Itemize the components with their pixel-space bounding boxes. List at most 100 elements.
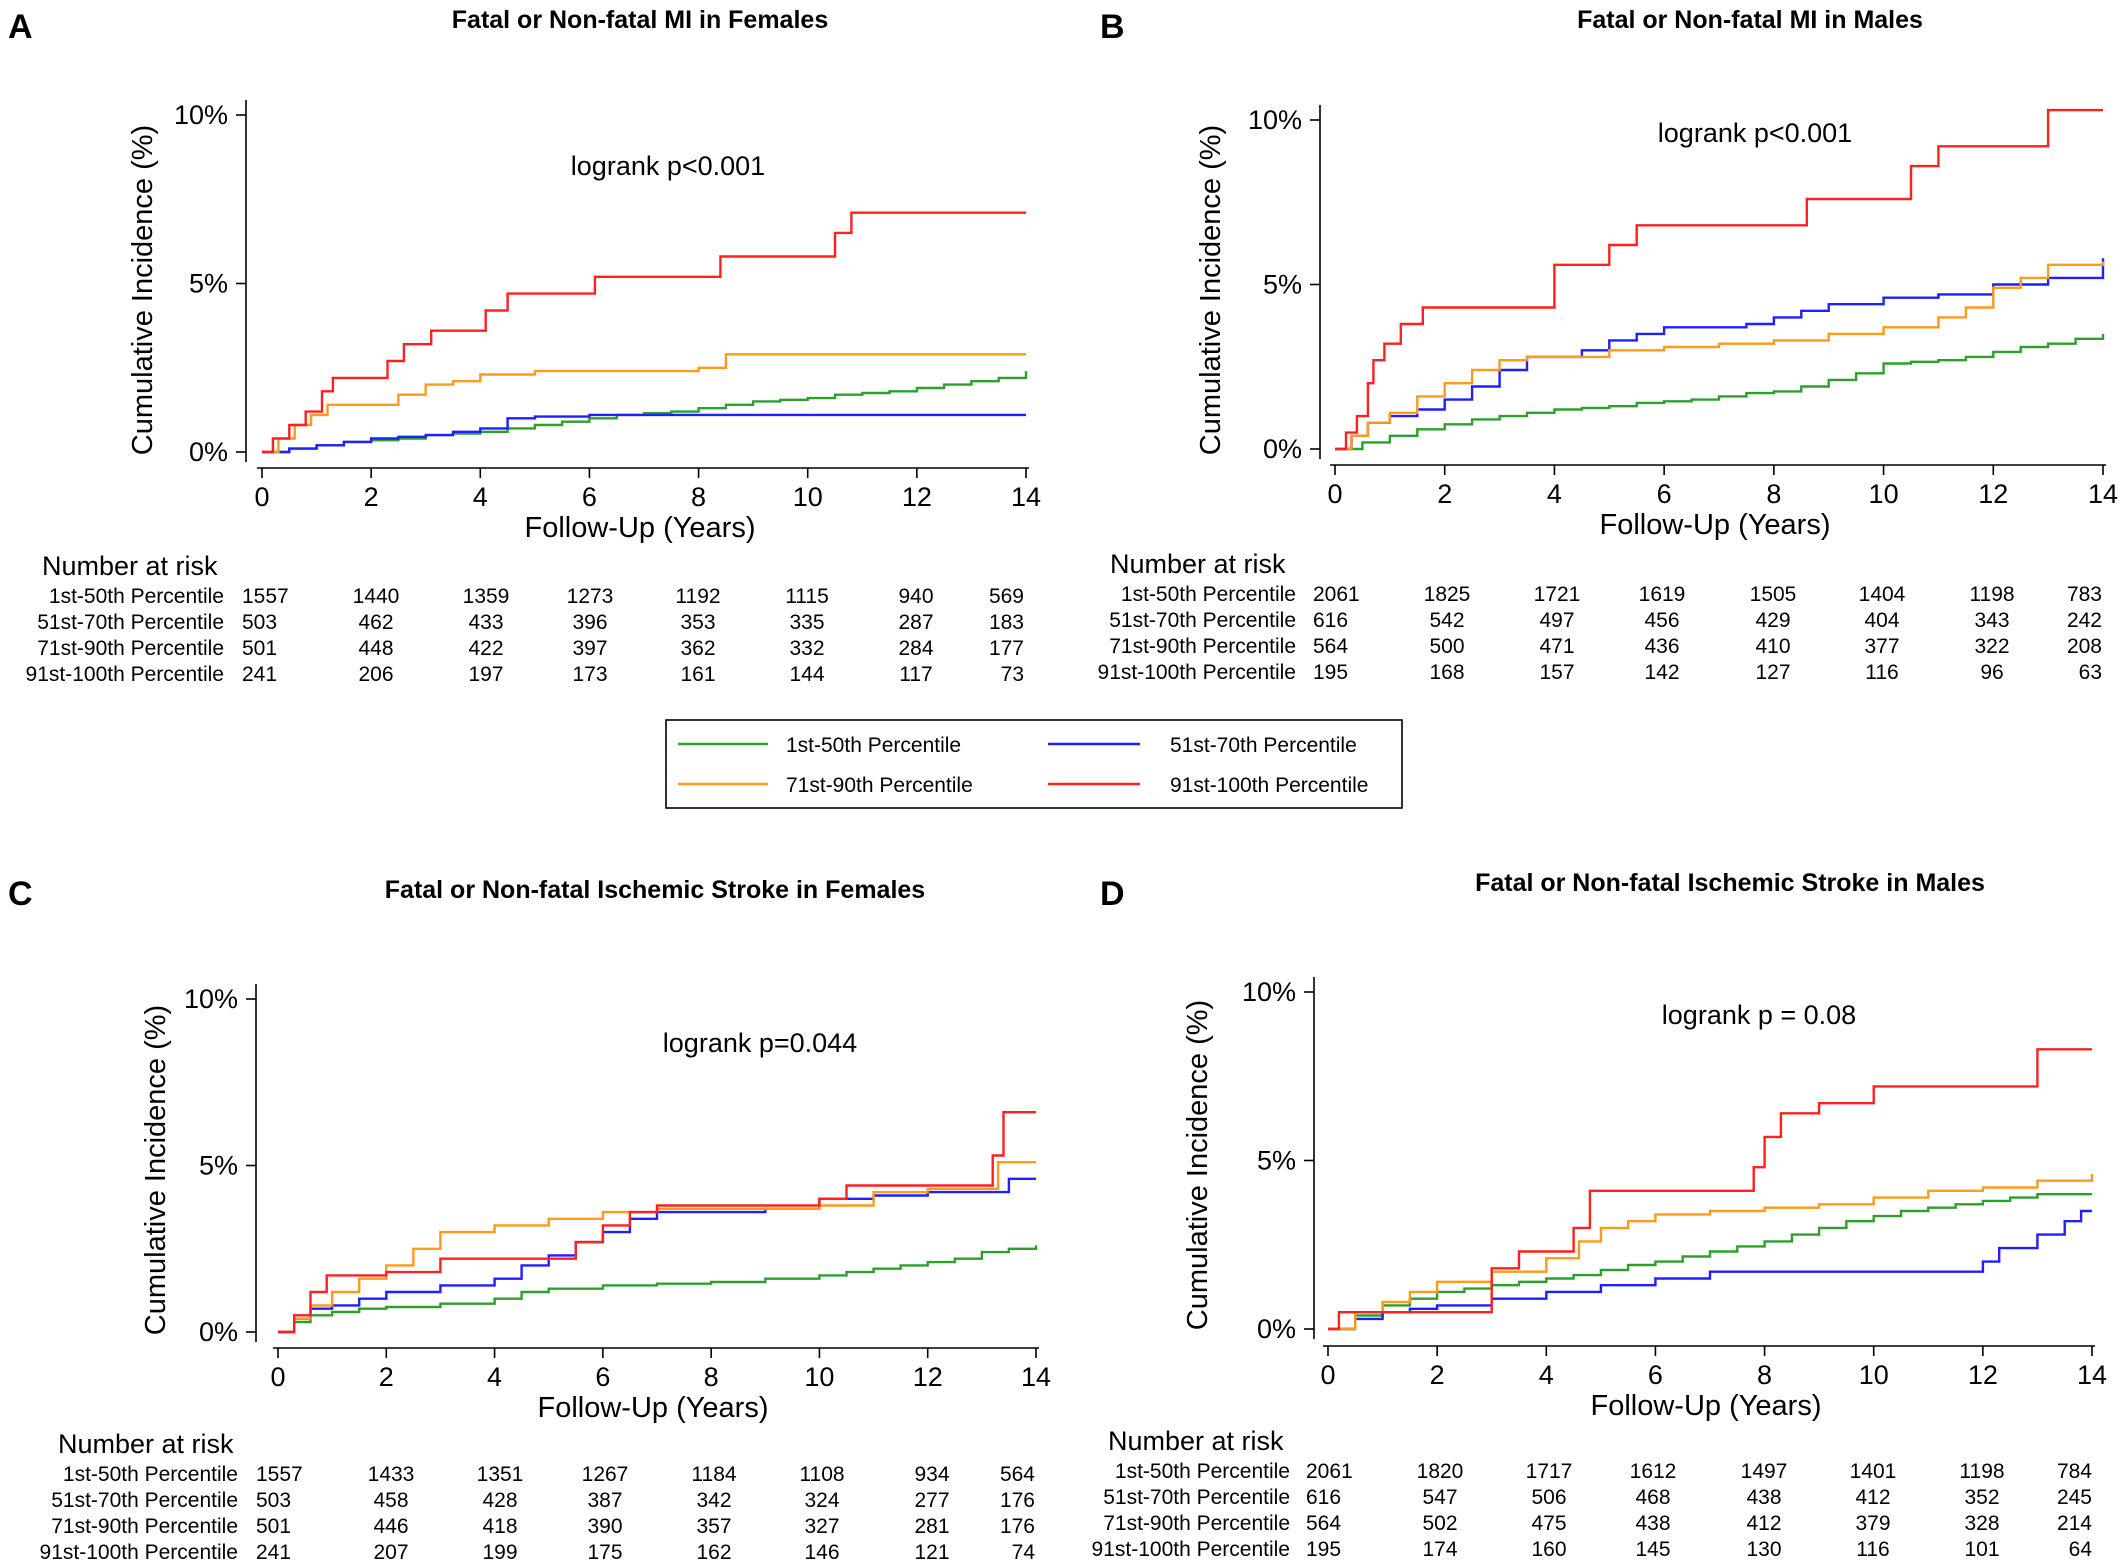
risk-value: 501 [242,637,277,660]
risk-value: 502 [1422,1512,1457,1535]
risk-value: 176 [1000,1489,1035,1512]
risk-value: 458 [373,1489,408,1512]
risk-value: 342 [696,1489,731,1512]
risk-value: 241 [256,1541,291,1564]
risk-value: 396 [572,611,607,634]
risk-value: 195 [1313,661,1348,684]
risk-row-label: 1st-50th Percentile [1121,583,1296,606]
logrank-annotation: logrank p<0.001 [571,151,765,181]
risk-row-label: 1st-50th Percentile [1115,1460,1290,1483]
risk-value: 1825 [1424,583,1471,606]
risk-row-label: 71st-90th Percentile [1103,1512,1290,1535]
x-tick-label: 10 [1869,479,1899,509]
risk-value: 506 [1531,1486,1566,1509]
logrank-annotation: logrank p=0.044 [663,1028,857,1058]
risk-value: 497 [1539,609,1574,632]
risk-value: 1717 [1526,1460,1573,1483]
risk-value: 547 [1422,1486,1457,1509]
x-tick-label: 4 [473,482,488,512]
km-curve-p71_90 [1328,1174,2094,1331]
risk-value: 1198 [1969,583,2014,606]
y-axis-label: Cumulative Incidence (%) [127,125,159,455]
risk-value: 176 [1000,1515,1035,1538]
risk-value: 64 [2069,1538,2093,1561]
risk-value: 616 [1306,1486,1341,1509]
risk-value: 161 [680,663,715,686]
risk-value: 162 [696,1541,731,1564]
x-tick-label: 4 [487,1362,502,1392]
risk-value: 74 [1012,1541,1036,1564]
risk-value: 1198 [1959,1460,2004,1483]
risk-value: 1351 [477,1463,524,1486]
risk-value: 146 [804,1541,839,1564]
legend-box [665,719,1403,809]
risk-value: 343 [1974,609,2009,632]
x-axis-label: Follow-Up (Years) [538,1392,769,1424]
risk-value: 242 [2067,609,2102,632]
risk-value: 436 [1644,635,1679,658]
risk-value: 1404 [1859,583,1906,606]
km-curve-p71_90 [1335,261,2105,451]
risk-value: 379 [1855,1512,1890,1535]
risk-value: 503 [242,611,277,634]
risk-value: 616 [1313,609,1348,632]
risk-value: 500 [1429,635,1464,658]
risk-value: 63 [2079,661,2102,684]
risk-value: 214 [2057,1512,2092,1535]
risk-value: 1192 [675,585,720,608]
risk-value: 1505 [1750,583,1797,606]
risk-row-label: 91st-100th Percentile [1092,1538,1290,1561]
x-tick-label: 14 [2077,1360,2107,1390]
risk-value: 142 [1644,661,1679,684]
x-tick-label: 6 [595,1362,610,1392]
x-tick-label: 6 [582,482,597,512]
risk-value: 287 [898,611,933,634]
x-tick-label: 2 [1430,1360,1445,1390]
y-tick-label: 10% [1242,977,1296,1007]
chart-title: Fatal or Non-fatal MI in Males [1577,6,1923,34]
panel-letter: C [8,875,33,913]
risk-value: 117 [899,663,932,686]
x-tick-label: 10 [804,1362,834,1392]
risk-table-header: Number at risk [42,551,218,581]
risk-value: 940 [898,585,933,608]
y-axis-label: Cumulative Incidence (%) [1182,1000,1214,1330]
risk-value: 390 [587,1515,622,1538]
risk-value: 352 [1964,1486,1999,1509]
risk-row-label: 1st-50th Percentile [49,585,224,608]
risk-value: 144 [789,663,824,686]
risk-value: 353 [680,611,715,634]
risk-value: 328 [1964,1512,1999,1535]
risk-value: 145 [1635,1538,1670,1561]
y-tick-label: 5% [199,1151,238,1181]
risk-value: 468 [1635,1486,1670,1509]
risk-value: 245 [2057,1486,2092,1509]
x-tick-label: 12 [913,1362,943,1392]
risk-value: 1497 [1741,1460,1788,1483]
x-tick-label: 6 [1657,479,1672,509]
risk-value: 462 [358,611,393,634]
x-tick-label: 2 [379,1362,394,1392]
panel-a: A Fatal or Non-fatal MI in Females 0% 5% 10%… [8,6,1041,686]
risk-value: 501 [256,1515,291,1538]
risk-value: 281 [914,1515,949,1538]
x-tick-label: 12 [902,482,932,512]
km-curve-p91_100 [1328,1048,2092,1331]
x-axis-label: Follow-Up (Years) [525,512,756,544]
risk-value: 101 [1964,1538,1999,1561]
y-axis-label: Cumulative Incidence (%) [1195,125,1227,455]
x-tick-label: 6 [1648,1360,1663,1390]
risk-value: 284 [898,637,933,660]
x-tick-label: 10 [1859,1360,1889,1390]
risk-row-label: 51st-70th Percentile [1103,1486,1290,1509]
y-tick-label: 0% [1263,434,1302,464]
risk-value: 207 [373,1541,408,1564]
risk-value: 1401 [1850,1460,1897,1483]
panel-b: B Fatal or Non-fatal MI in Males 0% 5% 10% 0 2… [1098,6,2118,684]
x-axis-label: Follow-Up (Years) [1600,509,1831,541]
risk-value: 362 [680,637,715,660]
risk-value: 173 [572,663,607,686]
x-tick-label: 2 [364,482,379,512]
risk-row-label: 91st-100th Percentile [40,1541,238,1564]
x-tick-label: 4 [1547,479,1562,509]
